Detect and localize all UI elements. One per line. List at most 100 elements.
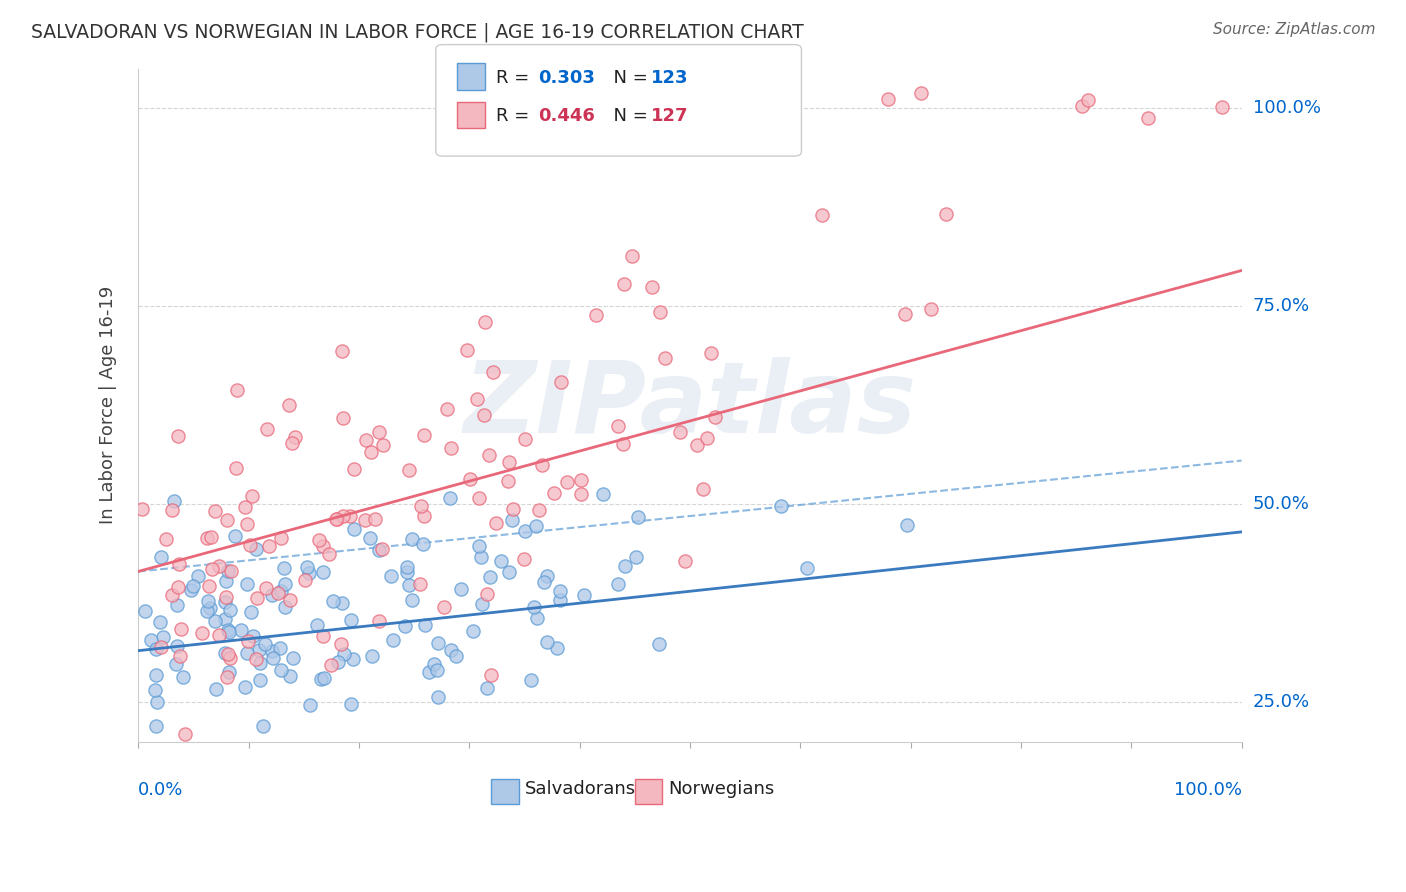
Point — [465, 392, 488, 406]
Point — [613, 277, 636, 292]
Point — [467, 539, 489, 553]
Point — [811, 207, 834, 221]
Point — [401, 593, 423, 607]
Point — [485, 516, 508, 530]
Point — [330, 596, 353, 610]
Point — [307, 618, 329, 632]
Text: Norwegians: Norwegians — [668, 780, 775, 797]
Point — [380, 568, 402, 582]
Point — [479, 668, 502, 682]
Point — [311, 629, 333, 643]
Point — [371, 542, 394, 557]
Point — [155, 532, 177, 546]
Point — [436, 402, 458, 417]
Point — [548, 584, 571, 599]
Point — [235, 576, 257, 591]
Text: SALVADORAN VS NORWEGIAN IN LABOR FORCE | AGE 16-19 CORRELATION CHART: SALVADORAN VS NORWEGIAN IN LABOR FORCE |… — [31, 22, 804, 42]
Text: 100.0%: 100.0% — [1174, 780, 1241, 798]
Point — [204, 504, 226, 518]
Point — [249, 656, 271, 670]
Point — [592, 487, 614, 501]
Point — [513, 552, 536, 566]
Point — [686, 438, 709, 452]
Point — [496, 474, 519, 488]
Point — [498, 566, 520, 580]
Point — [172, 670, 194, 684]
Text: 123: 123 — [651, 69, 689, 87]
Point — [536, 568, 558, 582]
Point — [160, 503, 183, 517]
Point — [174, 727, 197, 741]
Point — [446, 648, 468, 663]
Point — [198, 601, 221, 615]
Point — [332, 508, 354, 523]
Point — [896, 518, 918, 533]
Point — [543, 486, 565, 500]
Point — [550, 376, 572, 390]
Point — [548, 592, 571, 607]
Point — [166, 639, 188, 653]
Point — [215, 574, 238, 589]
Point — [274, 577, 297, 591]
Point — [501, 513, 523, 527]
Point — [668, 425, 690, 439]
Point — [200, 530, 222, 544]
Point — [170, 622, 193, 636]
Point — [311, 539, 333, 553]
Point — [197, 594, 219, 608]
Text: 0.303: 0.303 — [538, 69, 595, 87]
Point — [187, 568, 209, 582]
Point — [692, 482, 714, 496]
Point — [640, 280, 662, 294]
Point — [620, 249, 643, 263]
Point — [278, 669, 301, 683]
Point — [360, 445, 382, 459]
Point — [607, 577, 630, 591]
Point — [527, 502, 550, 516]
Point — [274, 599, 297, 614]
Point — [330, 344, 353, 359]
Point — [318, 547, 340, 561]
FancyBboxPatch shape — [634, 779, 662, 805]
Point — [217, 670, 239, 684]
Point — [440, 442, 463, 456]
Point — [610, 124, 633, 138]
Point — [236, 646, 259, 660]
Point — [433, 599, 456, 614]
Point — [198, 579, 221, 593]
Point — [920, 302, 942, 317]
Point — [546, 641, 568, 656]
Point — [340, 697, 363, 711]
Point — [398, 463, 420, 477]
Point — [246, 591, 269, 606]
Point — [472, 409, 495, 423]
Point — [673, 554, 696, 568]
Point — [333, 647, 356, 661]
Point — [165, 657, 187, 671]
Point — [498, 455, 520, 469]
Point — [191, 626, 214, 640]
Point — [225, 460, 247, 475]
Point — [482, 365, 505, 379]
Point — [489, 554, 512, 568]
Point — [614, 559, 637, 574]
Point — [332, 411, 354, 425]
Point — [343, 522, 366, 536]
Point — [322, 594, 344, 608]
Point — [325, 512, 347, 526]
Point — [256, 422, 278, 436]
Point — [319, 657, 342, 672]
Point — [281, 651, 304, 665]
Point — [523, 600, 546, 615]
Point — [152, 630, 174, 644]
Point — [627, 510, 650, 524]
Point — [208, 558, 231, 573]
Point — [308, 533, 330, 548]
Point — [208, 628, 231, 642]
Point — [696, 431, 718, 445]
Point — [409, 577, 432, 591]
Text: N =: N = — [602, 107, 654, 125]
Point — [770, 500, 793, 514]
Point — [463, 624, 485, 639]
Point — [270, 531, 292, 545]
